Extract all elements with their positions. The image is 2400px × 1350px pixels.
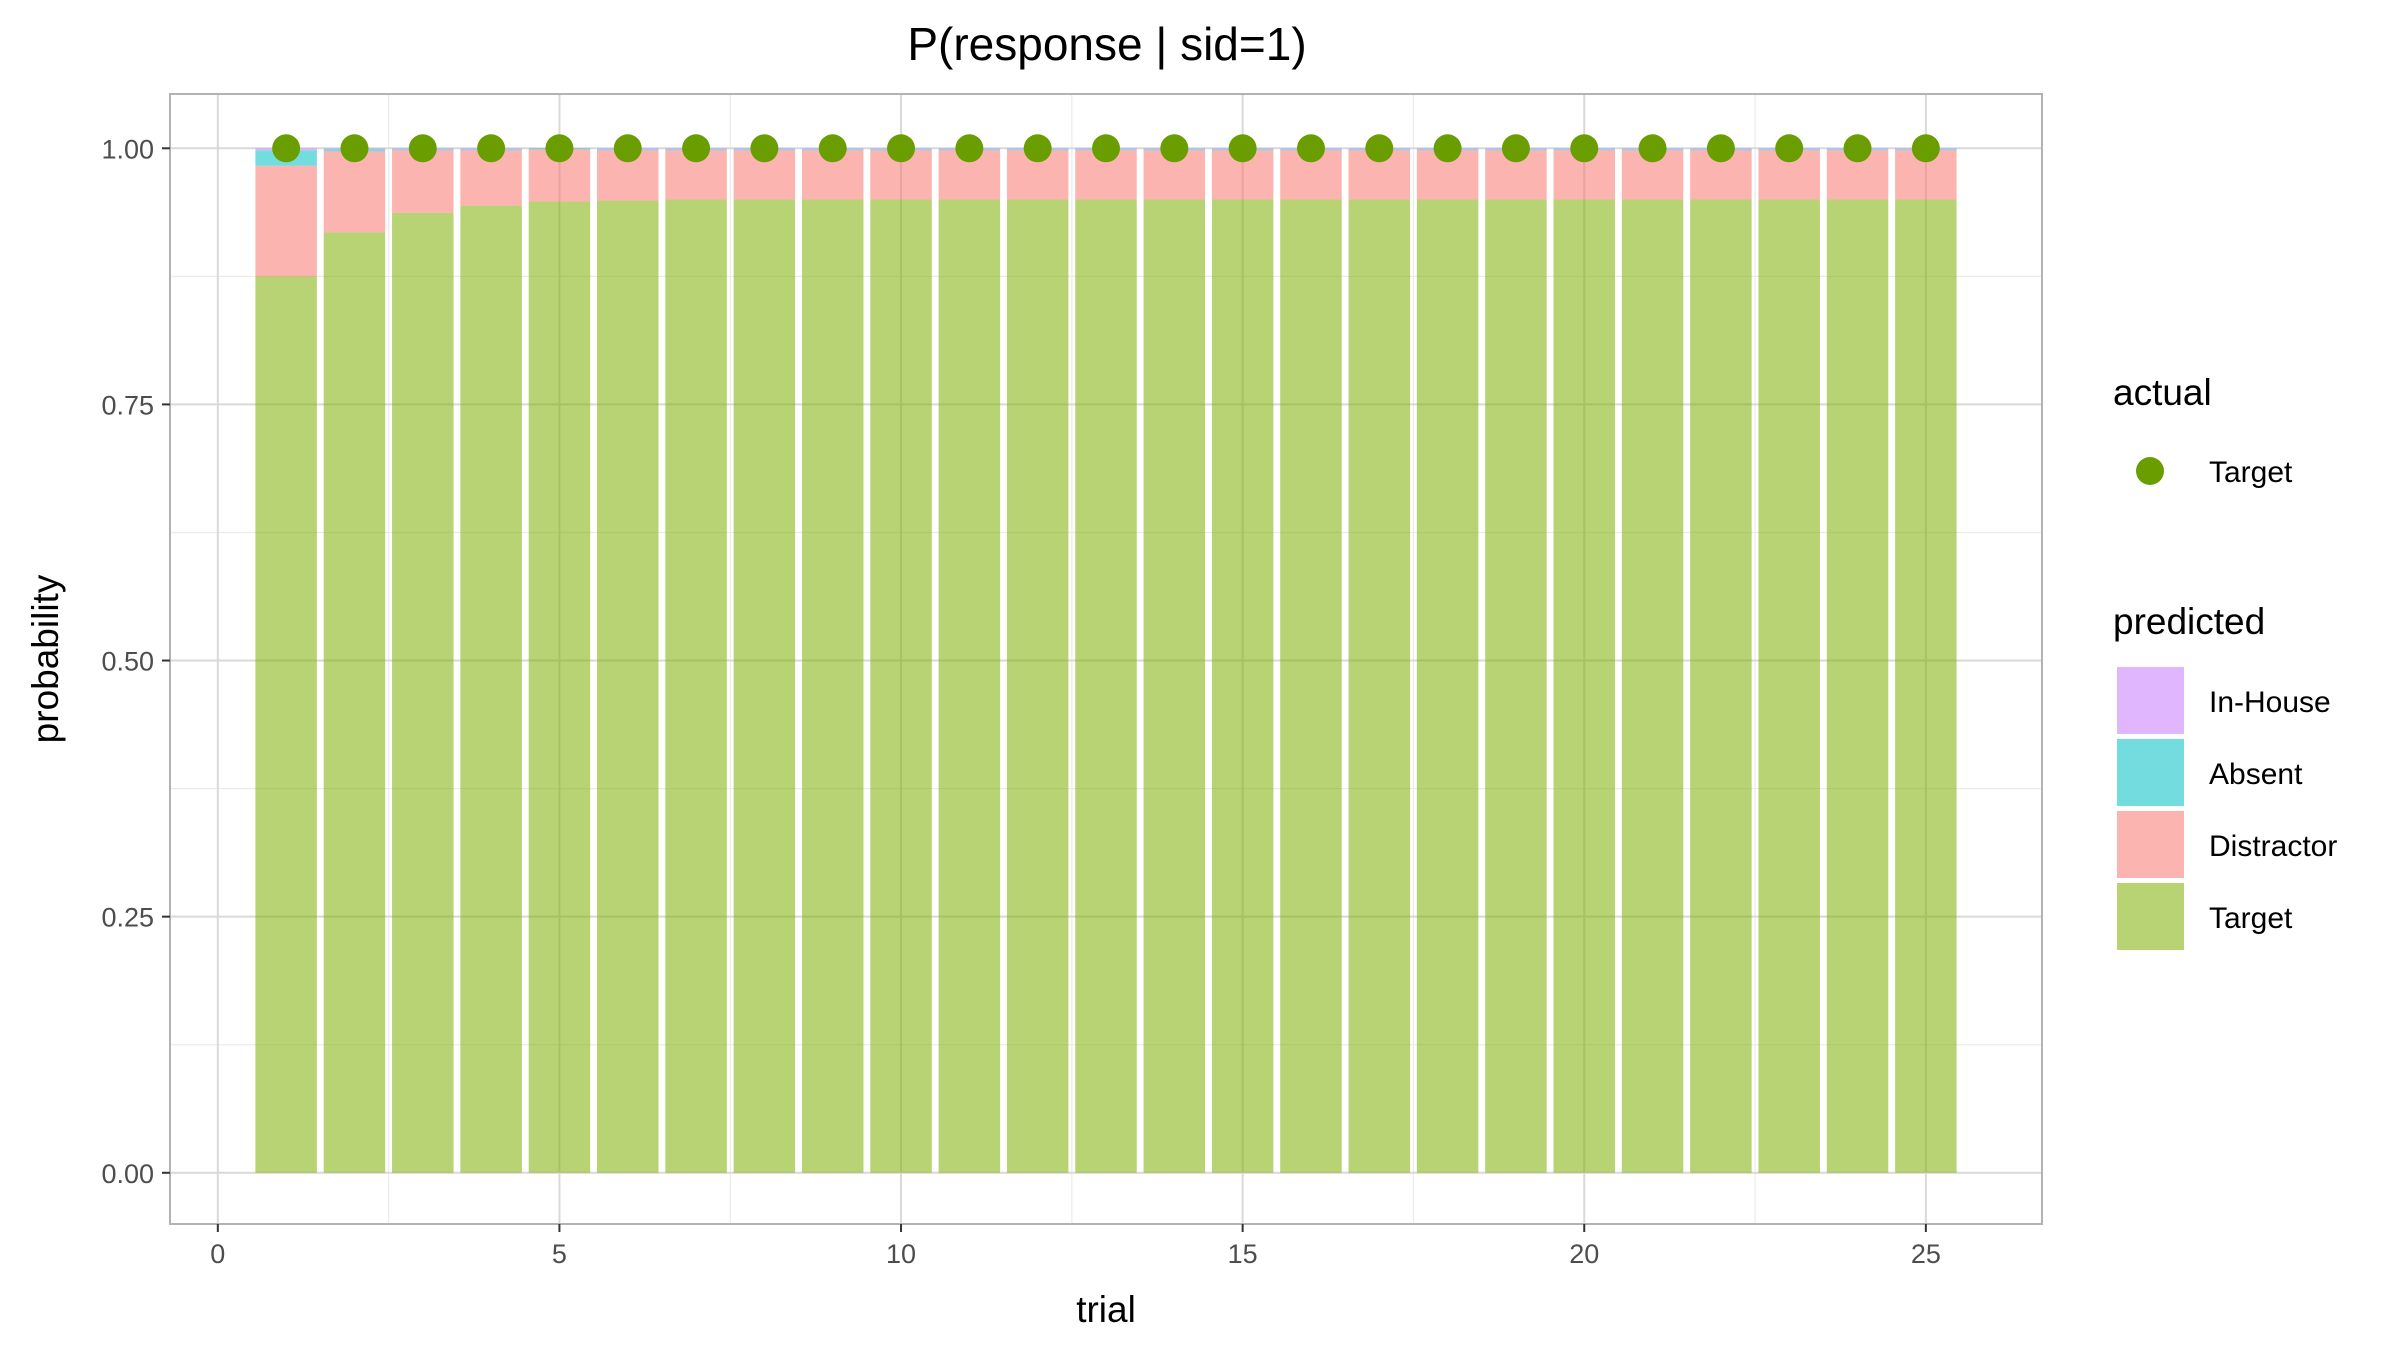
point-actual-trial-11 [955, 134, 984, 163]
x-tick-label: 5 [552, 1239, 567, 1269]
x-tick-label: 10 [886, 1239, 916, 1269]
point-actual-trial-25 [1911, 134, 1940, 163]
bar-target-trial-24 [1826, 199, 1889, 1173]
plot-border [169, 93, 2043, 1225]
legend-predicted: predicted In-House Absent Distractor Target [2113, 601, 2337, 950]
point-actual-trial-20 [1570, 134, 1599, 163]
y-axis: 0.00 0.25 0.50 0.75 1.00 [101, 134, 170, 1189]
bar-target-trial-16 [1280, 199, 1342, 1173]
bar-target-trial-14 [1143, 199, 1206, 1173]
bar-target-trial-25 [1895, 199, 1957, 1173]
bar-target-trial-17 [1348, 199, 1411, 1173]
legend-key-absent [2117, 739, 2184, 806]
y-axis-title: probability [25, 574, 66, 743]
bar-target-trial-5 [528, 201, 591, 1173]
x-tick-label: 20 [1569, 1239, 1599, 1269]
y-tick-label: 0.75 [101, 390, 154, 420]
x-axis-title: trial [1076, 1289, 1136, 1330]
legend-key-distractor [2117, 811, 2184, 878]
bar-target-trial-10 [870, 199, 932, 1173]
point-actual-trial-6 [613, 134, 642, 163]
point-actual-trial-3 [408, 134, 437, 163]
bar-target-trial-18 [1416, 199, 1479, 1173]
point-actual-trial-17 [1365, 134, 1394, 163]
point-actual-trial-13 [1092, 134, 1120, 163]
point-actual-trial-10 [887, 134, 916, 163]
y-tick-label: 1.00 [101, 134, 154, 164]
point-actual-trial-5 [545, 134, 574, 163]
points [272, 134, 1940, 163]
bar-target-trial-7 [665, 199, 727, 1173]
point-actual-trial-24 [1843, 134, 1872, 163]
point-actual-trial-4 [477, 134, 506, 163]
legend-label-in-house: In-House [2209, 686, 2331, 719]
bar-target-trial-23 [1758, 199, 1820, 1173]
bar-target-trial-19 [1485, 199, 1547, 1173]
legend-actual-label: Target [2209, 456, 2293, 489]
legend-actual: actual Target [2113, 372, 2293, 489]
bar-distractor-trial-2 [323, 151, 386, 233]
legend-predicted-entries: In-House Absent Distractor Target [2117, 667, 2337, 950]
x-tick-label: 15 [1228, 1239, 1258, 1269]
legend-label-absent: Absent [2209, 758, 2303, 791]
point-actual-trial-23 [1775, 134, 1804, 163]
y-tick-label: 0.00 [101, 1159, 154, 1189]
point-actual-trial-9 [818, 134, 847, 163]
bar-target-trial-20 [1553, 199, 1615, 1173]
point-actual-trial-16 [1296, 134, 1325, 163]
point-actual-trial-21 [1638, 134, 1667, 163]
point-actual-trial-7 [682, 134, 711, 163]
x-tick-label: 25 [1911, 1239, 1941, 1269]
point-actual-trial-22 [1706, 134, 1735, 163]
point-actual-trial-18 [1433, 134, 1462, 163]
chart-title: P(response | sid=1) [907, 18, 1306, 70]
x-axis: 0 5 10 15 20 25 [210, 1224, 1941, 1269]
bar-target-trial-9 [801, 199, 864, 1173]
legend-actual-marker [2136, 457, 2164, 485]
legend-label-distractor: Distractor [2209, 830, 2337, 863]
point-actual-trial-8 [750, 134, 779, 163]
point-actual-trial-15 [1228, 134, 1257, 163]
bar-target-trial-2 [323, 232, 386, 1173]
bar-target-trial-8 [733, 199, 796, 1173]
legend-key-target [2117, 883, 2184, 950]
point-actual-trial-2 [340, 134, 369, 163]
point-actual-trial-1 [272, 134, 301, 163]
bar-distractor-trial-1 [255, 165, 317, 277]
legend-predicted-title: predicted [2113, 601, 2265, 642]
bar-target-trial-4 [460, 205, 522, 1173]
point-actual-trial-12 [1023, 134, 1052, 163]
point-actual-trial-19 [1501, 134, 1530, 163]
bar-target-trial-3 [392, 212, 454, 1173]
x-tick-label: 0 [210, 1239, 225, 1269]
point-actual-trial-14 [1160, 134, 1189, 163]
legend-actual-title: actual [2113, 372, 2212, 413]
bar-target-trial-21 [1621, 199, 1684, 1173]
bar-target-trial-15 [1211, 199, 1274, 1173]
y-tick-label: 0.50 [101, 647, 154, 677]
legend-key-in-house [2117, 667, 2184, 734]
bar-target-trial-1 [255, 276, 317, 1173]
bar-target-trial-6 [597, 200, 659, 1173]
bar-target-trial-12 [1006, 199, 1069, 1173]
bars [255, 148, 1957, 1173]
y-tick-label: 0.25 [101, 903, 154, 933]
bar-target-trial-11 [938, 199, 1001, 1173]
bar-target-trial-13 [1075, 199, 1137, 1173]
bar-target-trial-22 [1690, 199, 1752, 1173]
legend-label-target: Target [2209, 902, 2293, 935]
